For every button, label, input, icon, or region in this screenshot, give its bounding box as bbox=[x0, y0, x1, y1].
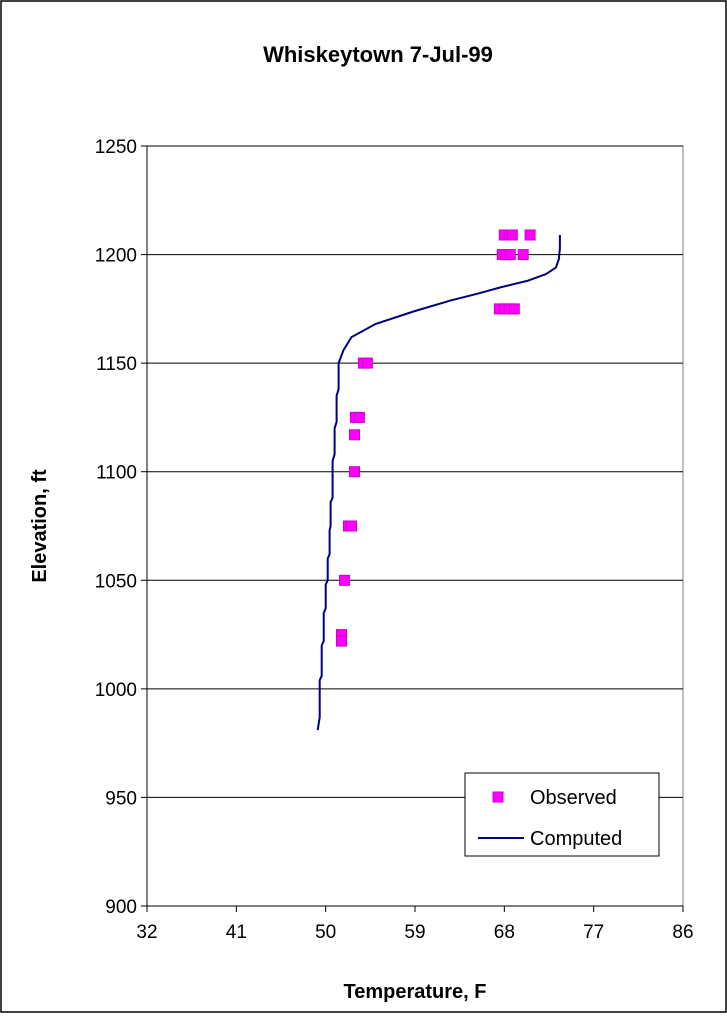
x-axis-ticks: 32 41 50 59 68 77 86 bbox=[136, 906, 694, 943]
legend-observed-marker bbox=[492, 791, 504, 803]
x-tick-label: 68 bbox=[494, 922, 515, 943]
legend-observed-label: Observed bbox=[530, 787, 617, 809]
legend-computed-label: Computed bbox=[530, 828, 622, 850]
y-tick-label: 1050 bbox=[95, 571, 137, 592]
y-tick-label: 1200 bbox=[95, 246, 137, 267]
x-tick-label: 77 bbox=[583, 922, 604, 943]
x-tick-label: 32 bbox=[136, 922, 157, 943]
y-tick-label: 950 bbox=[105, 788, 137, 809]
x-tick-label: 59 bbox=[404, 922, 425, 943]
observed-point bbox=[353, 411, 365, 423]
observed-point bbox=[349, 466, 360, 478]
chart-title: Whiskeytown 7-Jul-99 bbox=[263, 42, 493, 67]
observed-point bbox=[336, 635, 347, 647]
observed-point bbox=[517, 249, 529, 261]
y-tick-label: 1100 bbox=[96, 463, 137, 484]
observed-point bbox=[361, 357, 373, 369]
observed-point bbox=[504, 249, 516, 261]
x-tick-label: 50 bbox=[315, 922, 336, 943]
x-tick-label: 86 bbox=[672, 922, 693, 943]
x-tick-label: 41 bbox=[226, 922, 247, 943]
computed-line bbox=[316, 235, 561, 731]
y-axis-ticks: 900 950 1000 1050 1100 1150 1200 1250 bbox=[95, 137, 147, 918]
y-tick-label: 1150 bbox=[96, 354, 137, 375]
observed-point bbox=[508, 303, 520, 315]
observed-point bbox=[524, 229, 536, 241]
observed-point bbox=[339, 574, 350, 586]
legend: Observed Computed bbox=[464, 772, 660, 857]
observed-point bbox=[506, 229, 518, 241]
observed-point bbox=[346, 520, 357, 532]
observed-point bbox=[349, 429, 360, 441]
y-tick-label: 1250 bbox=[95, 137, 137, 158]
y-tick-label: 900 bbox=[105, 897, 137, 918]
computed-series bbox=[316, 235, 561, 731]
legend-box bbox=[464, 772, 660, 857]
observed-series bbox=[336, 229, 536, 647]
x-axis-title: Temperature, F bbox=[344, 981, 487, 1003]
y-tick-label: 1000 bbox=[95, 680, 137, 701]
y-axis-title: Elevation, ft bbox=[29, 469, 51, 583]
grid-lines bbox=[147, 145, 683, 798]
